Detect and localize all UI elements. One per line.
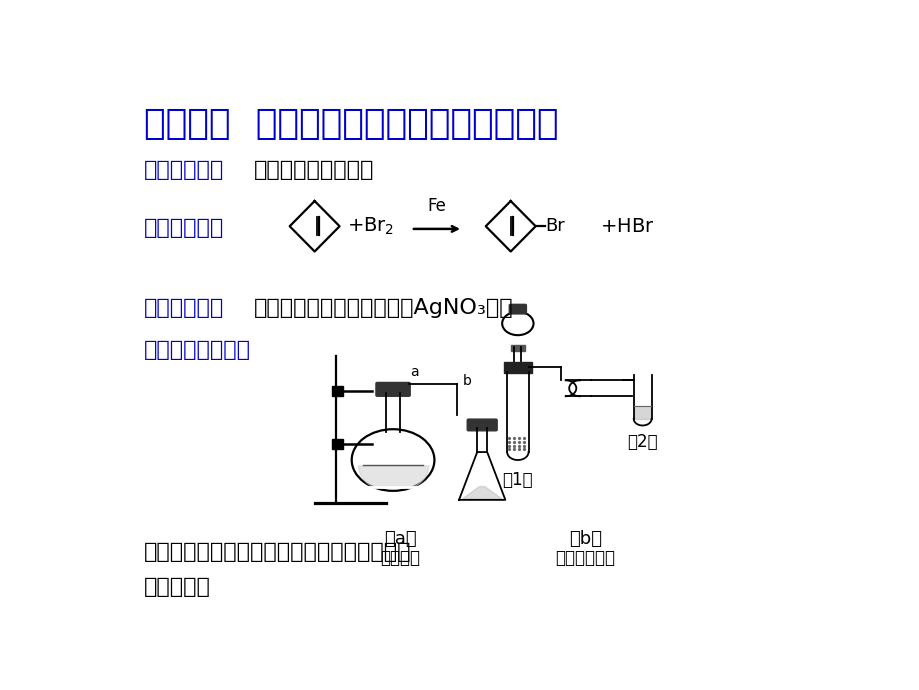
- Text: $+$HBr: $+$HBr: [599, 217, 653, 236]
- Text: 基本装置: 基本装置: [380, 549, 420, 567]
- Text: 认识苯与溴的反应。: 认识苯与溴的反应。: [254, 160, 374, 180]
- Text: 实验的创新设计根据实验目的变化有多种设计: 实验的创新设计根据实验目的变化有多种设计: [143, 542, 411, 562]
- Text: 实验探究  实验室制取溴苯及实验创新设计: 实验探究 实验室制取溴苯及实验创新设计: [143, 107, 558, 141]
- Bar: [332, 439, 343, 449]
- Text: 【实验试剂】: 【实验试剂】: [143, 298, 223, 318]
- Text: Br: Br: [545, 217, 564, 235]
- Polygon shape: [462, 486, 501, 499]
- FancyBboxPatch shape: [467, 419, 496, 431]
- Text: 【实验基本装置】: 【实验基本装置】: [143, 340, 250, 360]
- Text: （2）: （2）: [627, 433, 657, 451]
- Polygon shape: [634, 406, 650, 419]
- Text: 苯、液溴、铁粉、蒸馏水、AgNO₃溶液: 苯、液溴、铁粉、蒸馏水、AgNO₃溶液: [254, 298, 513, 318]
- Text: 【反应原理】: 【反应原理】: [143, 218, 223, 238]
- Text: 实验设计：: 实验设计：: [143, 577, 210, 597]
- Text: a: a: [410, 365, 418, 380]
- Text: （b）: （b）: [569, 530, 601, 548]
- FancyBboxPatch shape: [509, 304, 526, 314]
- Text: 创新实验设计: 创新实验设计: [555, 549, 615, 567]
- FancyBboxPatch shape: [376, 382, 410, 396]
- Bar: [510, 345, 525, 351]
- Text: 【实验目的】: 【实验目的】: [143, 160, 223, 180]
- Bar: [332, 386, 343, 396]
- Text: b: b: [462, 375, 471, 388]
- Text: Fe: Fe: [427, 197, 446, 215]
- Text: （a）: （a）: [383, 530, 416, 548]
- Bar: [503, 362, 531, 373]
- Text: $+$Br$_2$: $+$Br$_2$: [346, 215, 393, 237]
- Text: （1）: （1）: [502, 471, 533, 489]
